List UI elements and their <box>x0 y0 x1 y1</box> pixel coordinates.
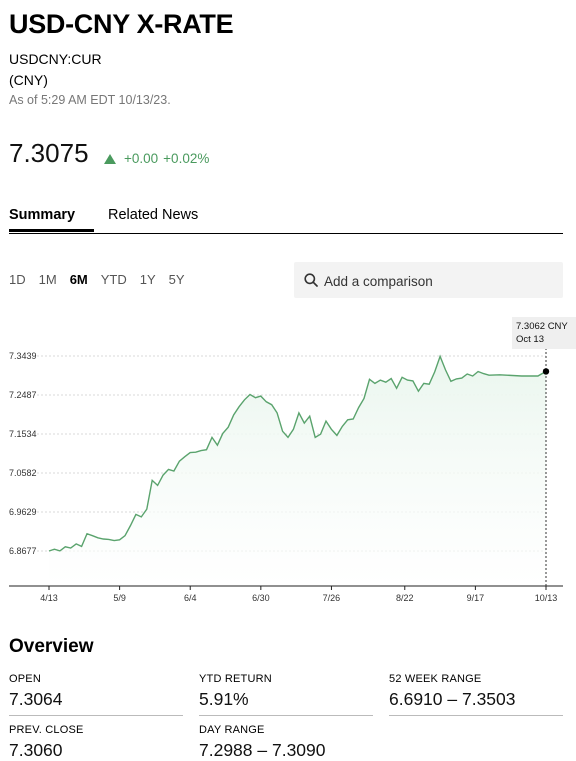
overview-heading: Overview <box>9 636 94 657</box>
range-1d-button[interactable]: 1D <box>9 272 26 287</box>
price-value: 7.3075 <box>9 138 89 168</box>
stat-open: OPEN 7.3064 <box>9 673 183 716</box>
stat-value: 7.3060 <box>9 740 63 760</box>
change-value: +0.00 <box>124 151 159 166</box>
y-axis: 6.8677 6.9629 7.0582 7.1534 7.2487 7.3439 <box>9 351 37 556</box>
x-tick-label: 9/17 <box>467 593 485 603</box>
comparison-search <box>294 262 563 300</box>
comparison-input[interactable] <box>322 262 561 300</box>
stat-day-range: DAY RANGE 7.2988 – 7.3090 <box>199 724 373 761</box>
stat-52-week-range: 52 WEEK RANGE 6.6910 – 7.3503 <box>389 673 563 716</box>
crosshair-point <box>542 368 550 375</box>
range-6m-button[interactable]: 6M <box>69 272 88 287</box>
range-1m-button[interactable]: 1M <box>38 272 57 287</box>
stat-label: OPEN <box>9 673 41 685</box>
tooltip-value: 7.3062 CNY <box>516 321 568 332</box>
x-tick-label: 8/22 <box>396 593 414 603</box>
y-tick-label: 7.2487 <box>9 390 37 400</box>
ticker-symbol: USDCNY:CUR <box>9 51 102 67</box>
x-tick-label: 10/13 <box>535 593 558 603</box>
x-tick-label: 5/9 <box>113 593 126 603</box>
y-tick-label: 7.3439 <box>9 351 37 361</box>
tab-summary[interactable]: Summary <box>9 207 75 223</box>
stat-label: YTD RETURN <box>199 673 272 685</box>
x-tick-label: 6/30 <box>252 593 270 603</box>
tooltip-date: Oct 13 <box>516 334 544 345</box>
tab-related-news-label: Related News <box>108 207 199 223</box>
y-tick-label: 7.1534 <box>9 429 37 439</box>
y-tick-label: 6.9629 <box>9 507 37 517</box>
stat-value: 6.6910 – 7.3503 <box>389 689 516 709</box>
range-ytd-button[interactable]: YTD <box>100 272 127 287</box>
price-change: +0.00 +0.02% <box>104 151 209 166</box>
tab-summary-label: Summary <box>9 207 76 223</box>
stat-ytd-return: YTD RETURN 5.91% <box>199 673 373 716</box>
stat-value: 7.2988 – 7.3090 <box>199 740 326 760</box>
change-percent: +0.02% <box>163 151 210 166</box>
active-tab-indicator <box>9 229 94 232</box>
stat-value: 7.3064 <box>9 689 63 709</box>
page-title: USD-CNY X-RATE <box>9 9 234 39</box>
range-selector: 1D 1M 6M YTD 1Y 5Y <box>9 272 198 287</box>
tab-bar: Summary Related News <box>9 207 563 234</box>
price-area-fill <box>49 356 546 586</box>
x-tick-label: 7/26 <box>323 593 341 603</box>
y-tick-label: 6.8677 <box>9 546 37 556</box>
range-5y-button[interactable]: 5Y <box>168 272 185 287</box>
stat-value: 5.91% <box>199 689 249 709</box>
search-icon <box>304 273 318 292</box>
as-of-timestamp: As of 5:29 AM EDT 10/13/23. <box>9 93 171 107</box>
price-chart[interactable]: 6.8677 6.9629 7.0582 7.1534 7.2487 7.3439 4/1… <box>0 312 576 608</box>
tab-related-news[interactable]: Related News <box>108 207 198 223</box>
currency-label: (CNY) <box>9 72 48 88</box>
x-axis: 4/13 5/9 6/4 6/30 7/26 8/22 9/17 10/13 <box>40 586 557 603</box>
x-tick-label: 4/13 <box>40 593 58 603</box>
tooltip-background <box>512 317 576 349</box>
range-1y-button[interactable]: 1Y <box>139 272 156 287</box>
y-tick-label: 7.0582 <box>9 468 37 478</box>
x-tick-label: 6/4 <box>184 593 197 603</box>
stat-label: DAY RANGE <box>199 724 265 736</box>
chart-tooltip: 7.3062 CNY Oct 13 <box>512 317 576 349</box>
price-line <box>48 354 547 552</box>
stat-prev-close: PREV. CLOSE 7.3060 <box>9 724 183 761</box>
stat-label: 52 WEEK RANGE <box>389 673 482 685</box>
stat-label: PREV. CLOSE <box>9 724 84 736</box>
up-arrow-icon <box>104 153 116 164</box>
